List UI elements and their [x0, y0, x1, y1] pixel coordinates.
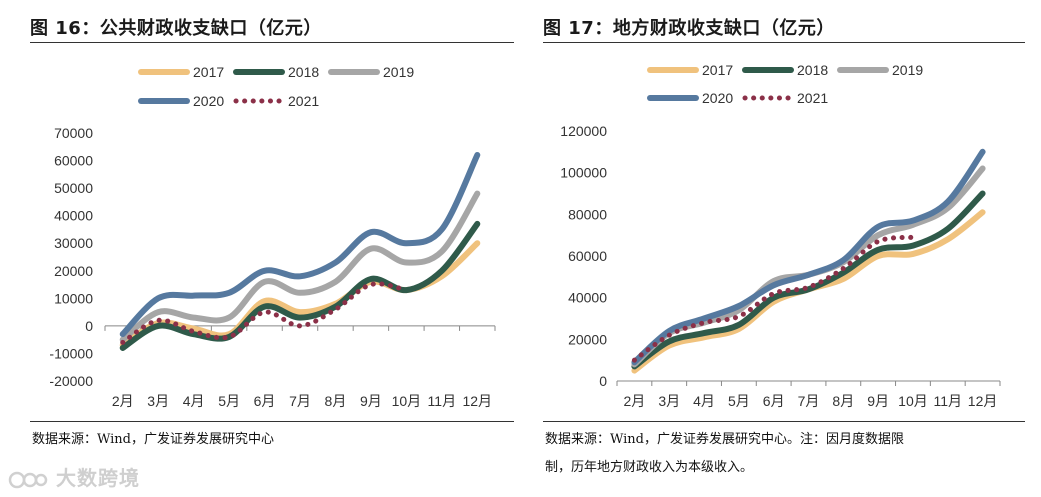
chart-1-ytick-label: 40000 [54, 208, 93, 224]
chart-1-ytick-label: 10000 [54, 290, 93, 306]
chart-1-xtick-label: 7月 [289, 393, 311, 409]
chart-1-series-2019 [119, 190, 481, 343]
chart-2-source-line-2: 制，历年地方财政收入为本级收入。 [545, 460, 754, 475]
chart-1-ytick-label: 50000 [54, 180, 93, 196]
watermark: 大数跨境 [8, 462, 140, 493]
chart-1-ytick-label: 70000 [54, 125, 93, 141]
chart-1-xtick-label: 4月 [183, 393, 205, 409]
chart-1-title: 图 16：公共财政收支缺口（亿元） [30, 18, 322, 39]
chart-1-xtick-label: 8月 [325, 393, 347, 409]
chart-1-xtick-label: 2月 [112, 393, 134, 409]
chart-1: -20000 -10000 0 10000 20000 30000 40000 50000 60… [49, 64, 496, 409]
chart-2-series-2021 [631, 234, 916, 363]
chart-1-xtick-label: 6月 [254, 393, 276, 409]
chart-2-title-rule [543, 42, 1025, 43]
chart-2-ytick-label: 100000 [560, 165, 607, 181]
chart-2-legend-label-2021: 2021 [797, 90, 828, 106]
chart-2-xtick-label: 4月 [693, 393, 715, 409]
chart-1-series-2018 [119, 220, 481, 351]
chart-2: 0 20000 40000 60000 80000 100000 120000 2月 3月 4月 5… [560, 62, 1001, 409]
chart-2-xtick-label: 8月 [832, 393, 854, 409]
chart-1-ytick-label: 0 [85, 318, 93, 334]
chart-1-source: 数据来源：Wind，广发证券发展研究中心 [32, 432, 274, 447]
chart-1-xtick-label: 11月 [428, 393, 457, 409]
chart-2-xtick-label: 5月 [728, 393, 750, 409]
chart-2-series-2020 [631, 148, 986, 366]
chart-1-ytick-label: 20000 [54, 263, 93, 279]
chart-2-ytick-label: 20000 [568, 331, 607, 347]
chart-1-legend-label-2020: 2020 [193, 93, 224, 109]
chart-1-source-rule [30, 421, 514, 422]
chart-2-source-rule [543, 421, 1025, 422]
chart-2-xtick-label: 10月 [898, 393, 928, 409]
chart-1-title-rule [30, 42, 514, 43]
chart-2-xtick-label: 9月 [867, 393, 889, 409]
chart-2-ytick-label: 40000 [568, 290, 607, 306]
chart-2-xtick-label: 12月 [968, 393, 998, 409]
chart-1-ytick-label: 60000 [54, 153, 93, 169]
chart-2-ytick-label: 80000 [568, 206, 607, 222]
chart-2-xtick-label: 6月 [763, 393, 785, 409]
chart-2-legend-label-2020: 2020 [702, 90, 733, 106]
chart-2-legend-label-2017: 2017 [702, 62, 733, 78]
chart-1-ytick-label: 30000 [54, 235, 93, 251]
chart-2-ytick-label: 120000 [560, 123, 607, 139]
chart-1-legend-label-2021: 2021 [288, 93, 319, 109]
chart-1-ytick-label: -10000 [49, 345, 93, 361]
chart-1-xtick-label: 3月 [147, 393, 169, 409]
chart-2-ytick-label: 0 [599, 373, 607, 389]
chart-1-legend-label-2019: 2019 [383, 64, 414, 80]
chart-1-series-2020 [119, 152, 481, 338]
chart-1-series-2021 [120, 281, 409, 345]
chart-2-xtick-label: 3月 [658, 393, 680, 409]
chart-2-source: 数据来源：Wind，广发证券发展研究中心。注：因月度数据限 制，历年地方财政收入… [545, 426, 904, 482]
chart-1-legend-label-2017: 2017 [193, 64, 224, 80]
chart-2-legend-label-2018: 2018 [797, 62, 828, 78]
chart-1-legend-label-2018: 2018 [288, 64, 319, 80]
chart-1-xtick-label: 5月 [218, 393, 240, 409]
chart-2-xtick-label: 11月 [933, 393, 962, 409]
chart-2-title: 图 17：地方财政收支缺口（亿元） [543, 18, 835, 39]
watermark-text: 大数跨境 [55, 466, 140, 490]
chart-2-legend-label-2019: 2019 [892, 62, 923, 78]
chart-2-series-2018 [631, 190, 986, 370]
chart-2-source-line-1: 数据来源：Wind，广发证券发展研究中心。注：因月度数据限 [545, 432, 904, 447]
chart-1-ytick-label: -20000 [49, 373, 93, 389]
chart-2-ytick-label: 60000 [568, 248, 607, 264]
chart-1-xtick-label: 10月 [392, 393, 422, 409]
chart-2-xtick-label: 2月 [624, 393, 646, 409]
chart-2-xtick-label: 7月 [798, 393, 820, 409]
chart-1-xtick-label: 12月 [462, 393, 492, 409]
watermark-logo-icon [8, 471, 48, 488]
chart-1-xtick-label: 9月 [360, 393, 382, 409]
